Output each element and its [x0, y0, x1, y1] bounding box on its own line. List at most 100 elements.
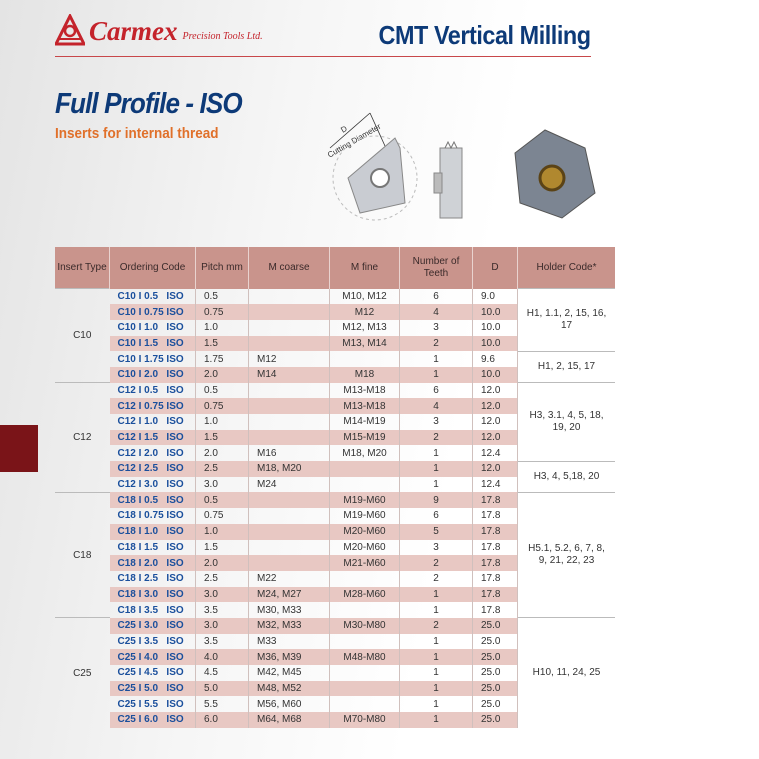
- section-title: CMT Vertical Milling: [378, 20, 591, 50]
- m-coarse-cell: [248, 523, 330, 540]
- table-row: C12 I 2.5 ISO 2.5 M18, M20 1 12.0 H3, 4, 5,18…: [55, 460, 615, 493]
- m-coarse-cell: M30, M33: [248, 602, 330, 618]
- ordering-code-cell: C10 I 1.75 ISO: [109, 351, 196, 367]
- number-of-teeth-cell: 6: [399, 382, 473, 399]
- d-cell: 25.0: [472, 680, 518, 697]
- pitch-cell: 0.5: [195, 492, 249, 509]
- d-cell: 12.0: [472, 461, 518, 477]
- number-of-teeth-cell: 4: [399, 304, 473, 320]
- d-cell: 12.4: [472, 476, 518, 493]
- table-row: C10 I 1.5 ISO 1.5 M13, M14 2 10.0: [55, 335, 615, 352]
- column-header-insert-type: Insert Type: [55, 247, 110, 289]
- d-cell: 12.0: [472, 414, 518, 430]
- ordering-code-cell: C12 I 1.5 ISO: [109, 429, 196, 446]
- m-fine-cell: [329, 696, 400, 713]
- m-fine-cell: M19-M60: [329, 492, 400, 509]
- m-fine-cell: [329, 476, 400, 493]
- m-fine-cell: M48-M80: [329, 649, 400, 665]
- pitch-cell: 0.75: [195, 398, 249, 414]
- pitch-cell: 3.0: [195, 476, 249, 493]
- table-row: C18 C18 I 0.5 ISO 0.5 M19-M60 9 17.8 H5.1, 5.2…: [55, 491, 615, 618]
- holder-code-cell: H3, 4, 5,18, 20: [517, 460, 615, 493]
- column-header-pitch: Pitch mm: [195, 247, 249, 289]
- pitch-cell: 5.0: [195, 680, 249, 697]
- table-row: C10 I 2.0 ISO 2.0 M14 M18 1 10.0: [55, 366, 615, 383]
- d-cell: 17.8: [472, 523, 518, 540]
- insert-type-cell: C25: [55, 617, 110, 728]
- m-fine-cell: M18, M20: [329, 445, 400, 462]
- m-fine-cell: [329, 665, 400, 681]
- m-fine-cell: [329, 461, 400, 477]
- number-of-teeth-cell: 3: [399, 319, 473, 336]
- number-of-teeth-cell: 4: [399, 398, 473, 414]
- insert-type-cell: C18: [55, 491, 110, 618]
- d-cell: 12.4: [472, 445, 518, 462]
- d-cell: 10.0: [472, 335, 518, 352]
- m-fine-cell: M13-M18: [329, 398, 400, 414]
- page-edge-tab: [0, 425, 38, 472]
- m-fine-cell: M19-M60: [329, 508, 400, 524]
- table-row: C18 I 1.0 ISO 1.0 M20-M60 5 17.8: [55, 523, 615, 540]
- ordering-code-cell: C10 I 1.0 ISO: [109, 319, 196, 336]
- d-cell: 12.0: [472, 398, 518, 414]
- pitch-cell: 2.5: [195, 461, 249, 477]
- table-row: C10 C10 I 0.5 ISO 0.5 M10, M12 6 9.0 H1, 1.1, …: [55, 287, 615, 383]
- m-fine-cell: [329, 351, 400, 367]
- pitch-cell: 2.0: [195, 445, 249, 462]
- d-cell: 25.0: [472, 696, 518, 713]
- m-coarse-cell: M33: [248, 633, 330, 650]
- d-cell: 25.0: [472, 712, 518, 728]
- ordering-code-cell: C12 I 2.5 ISO: [109, 461, 196, 477]
- m-fine-cell: [329, 633, 400, 650]
- pitch-cell: 3.5: [195, 633, 249, 650]
- pitch-cell: 0.75: [195, 508, 249, 524]
- number-of-teeth-cell: 1: [399, 351, 473, 367]
- pitch-cell: 1.5: [195, 539, 249, 556]
- m-coarse-cell: [248, 539, 330, 556]
- inserts-table: Insert Type Ordering Code Pitch mm M coarse…: [55, 247, 615, 728]
- ordering-code-cell: C12 I 1.0 ISO: [109, 414, 196, 430]
- pitch-cell: 2.5: [195, 570, 249, 587]
- d-cell: 10.0: [472, 319, 518, 336]
- pitch-cell: 0.75: [195, 304, 249, 320]
- m-coarse-cell: M64, M68: [248, 712, 330, 728]
- number-of-teeth-cell: 1: [399, 665, 473, 681]
- ordering-code-cell: C18 I 0.5 ISO: [109, 492, 196, 509]
- ordering-code-cell: C12 I 3.0 ISO: [109, 476, 196, 493]
- d-cell: 17.8: [472, 555, 518, 571]
- table-row: C12 I 0.75 ISO 0.75 M13-M18 4 12.0: [55, 398, 615, 414]
- m-fine-cell: M70-M80: [329, 712, 400, 728]
- number-of-teeth-cell: 1: [399, 696, 473, 713]
- insert-side-view: [433, 140, 463, 219]
- table-row: C12 I 2.0 ISO 2.0 M16 M18, M20 1 12.4: [55, 445, 615, 462]
- m-fine-cell: M10, M12: [329, 288, 400, 305]
- d-cell: 17.8: [472, 508, 518, 524]
- carmex-logo: Carmex Precision Tools Ltd.: [55, 14, 263, 46]
- d-cell: 17.8: [472, 539, 518, 556]
- holder-code-cell: H10, 11, 24, 25: [517, 617, 615, 728]
- pitch-cell: 1.75: [195, 351, 249, 367]
- d-cell: 25.0: [472, 633, 518, 650]
- d-cell: 17.8: [472, 570, 518, 587]
- table-row: C18 I 3.0 ISO 3.0 M24, M27 M28-M60 1 17.8: [55, 586, 615, 603]
- d-cell: 10.0: [472, 304, 518, 320]
- m-coarse-cell: M12: [248, 351, 330, 367]
- number-of-teeth-cell: 2: [399, 555, 473, 571]
- m-coarse-cell: [248, 555, 330, 571]
- ordering-code-cell: C18 I 1.5 ISO: [109, 539, 196, 556]
- table-row: C25 I 4.0 ISO 4.0 M36, M39 M48-M80 1 25.0: [55, 649, 615, 665]
- page-subtitle: Inserts for internal thread: [55, 125, 219, 142]
- ordering-code-cell: C25 I 3.5 ISO: [109, 633, 196, 650]
- number-of-teeth-cell: 1: [399, 476, 473, 493]
- table-row: C12 C12 I 0.5 ISO 0.5 M13-M18 6 12.0 H3, 3.1, …: [55, 382, 615, 493]
- ordering-code-cell: C10 I 0.5 ISO: [109, 288, 196, 305]
- cutting-diameter-diagram: D Cutting Diameter: [326, 112, 418, 221]
- number-of-teeth-cell: 1: [399, 445, 473, 462]
- table-row: C18 I 1.5 ISO 1.5 M20-M60 3 17.8: [55, 539, 615, 556]
- d-cell: 9.0: [472, 288, 518, 305]
- ordering-code-cell: C10 I 1.5 ISO: [109, 335, 196, 352]
- m-coarse-cell: [248, 335, 330, 352]
- d-cell: 10.0: [472, 366, 518, 383]
- pitch-cell: 0.5: [195, 382, 249, 399]
- brand-name: Carmex: [89, 16, 178, 46]
